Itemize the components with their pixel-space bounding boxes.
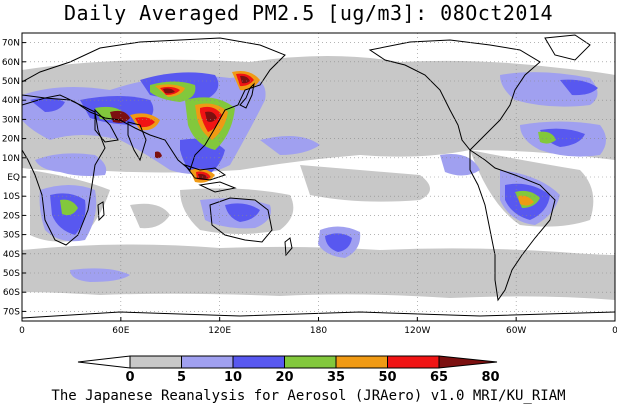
- map-title: Daily Averaged PM2.5 [ug/m3]: 08Oct2014: [63, 1, 554, 25]
- colorbar-label: 5: [177, 370, 186, 385]
- lat-tick-label: 20N: [2, 135, 20, 145]
- lat-tick-label: 50N: [2, 77, 20, 87]
- colorbar-label: 50: [378, 370, 396, 385]
- colorbar-label: 10: [224, 370, 242, 385]
- lon-tick-label: 180: [310, 326, 327, 336]
- longitude-ticks: 0 60E 120E 180 120W 60W 0: [19, 317, 617, 336]
- credit-line: The Japanese Reanalysis for Aerosol (JRA…: [51, 388, 566, 404]
- latitude-ticks: 70N 60N 50N 40N 30N 20N 10N EQ 10S 20S 30S 40S 50S 60…: [2, 39, 26, 317]
- colorbar-segment: [232, 355, 285, 369]
- colorbar-label: 80: [481, 370, 499, 385]
- lat-tick-label: 10S: [3, 192, 20, 202]
- colorbar-label: 20: [275, 370, 293, 385]
- lon-tick-label: 60W: [506, 326, 526, 336]
- colorbar-segment: [284, 355, 337, 369]
- lon-tick-label: 120E: [208, 326, 231, 336]
- colorbar-label: 0: [125, 370, 134, 385]
- colorbar-segment: [129, 355, 182, 369]
- lat-tick-label: 40S: [3, 250, 20, 260]
- lat-tick-label: 50S: [3, 269, 20, 279]
- lat-tick-label: 70S: [3, 307, 20, 317]
- lat-tick-label: 10N: [2, 154, 20, 164]
- lat-tick-label: 30S: [3, 231, 20, 241]
- colorbar-label: 65: [430, 370, 448, 385]
- lon-tick-label: 0: [19, 326, 25, 336]
- colorbar-segment: [181, 355, 234, 369]
- map-grid: [22, 33, 615, 321]
- colorbar-segment: [387, 355, 440, 369]
- lon-tick-label: 120W: [404, 326, 430, 336]
- lat-tick-label: 60S: [3, 288, 20, 298]
- colorbar-segment: [335, 355, 388, 369]
- colorbar-label: 35: [327, 370, 345, 385]
- colorbar-end-high: [438, 355, 498, 369]
- lat-tick-label: 30N: [2, 115, 20, 125]
- lon-tick-label: 0: [612, 326, 617, 336]
- lat-tick-label: 40N: [2, 96, 20, 106]
- colorbar-end-low: [77, 355, 131, 369]
- coastlines: [22, 34, 615, 319]
- lat-tick-label: 20S: [3, 211, 20, 221]
- lat-tick-label: 60N: [2, 58, 20, 68]
- lon-tick-label: 60E: [112, 326, 129, 336]
- colorbar: 0 5 10 20 35 50 65 80: [77, 355, 500, 385]
- lat-tick-label: 70N: [2, 39, 20, 49]
- lat-tick-label: EQ: [7, 173, 20, 183]
